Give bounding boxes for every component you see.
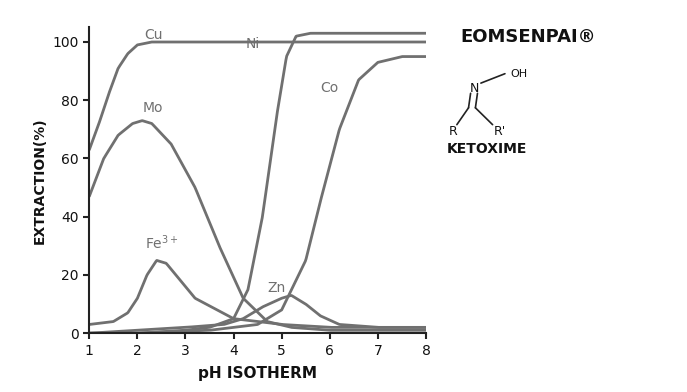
Text: Ni: Ni xyxy=(246,37,260,51)
Text: OH: OH xyxy=(510,69,528,80)
Text: Fe$^{3+}$: Fe$^{3+}$ xyxy=(144,233,179,252)
Text: Co: Co xyxy=(320,80,339,94)
Text: KETOXIME: KETOXIME xyxy=(447,142,527,156)
X-axis label: pH ISOTHERM: pH ISOTHERM xyxy=(198,366,317,381)
Text: Zn: Zn xyxy=(267,281,286,296)
Text: N: N xyxy=(469,82,479,95)
Text: R': R' xyxy=(493,125,506,138)
Text: EOMSENPAI®: EOMSENPAI® xyxy=(460,27,596,45)
Text: R: R xyxy=(449,125,458,138)
Text: Cu: Cu xyxy=(144,28,163,42)
Text: Mo: Mo xyxy=(142,101,163,115)
Y-axis label: EXTRACTION(%): EXTRACTION(%) xyxy=(33,117,47,244)
